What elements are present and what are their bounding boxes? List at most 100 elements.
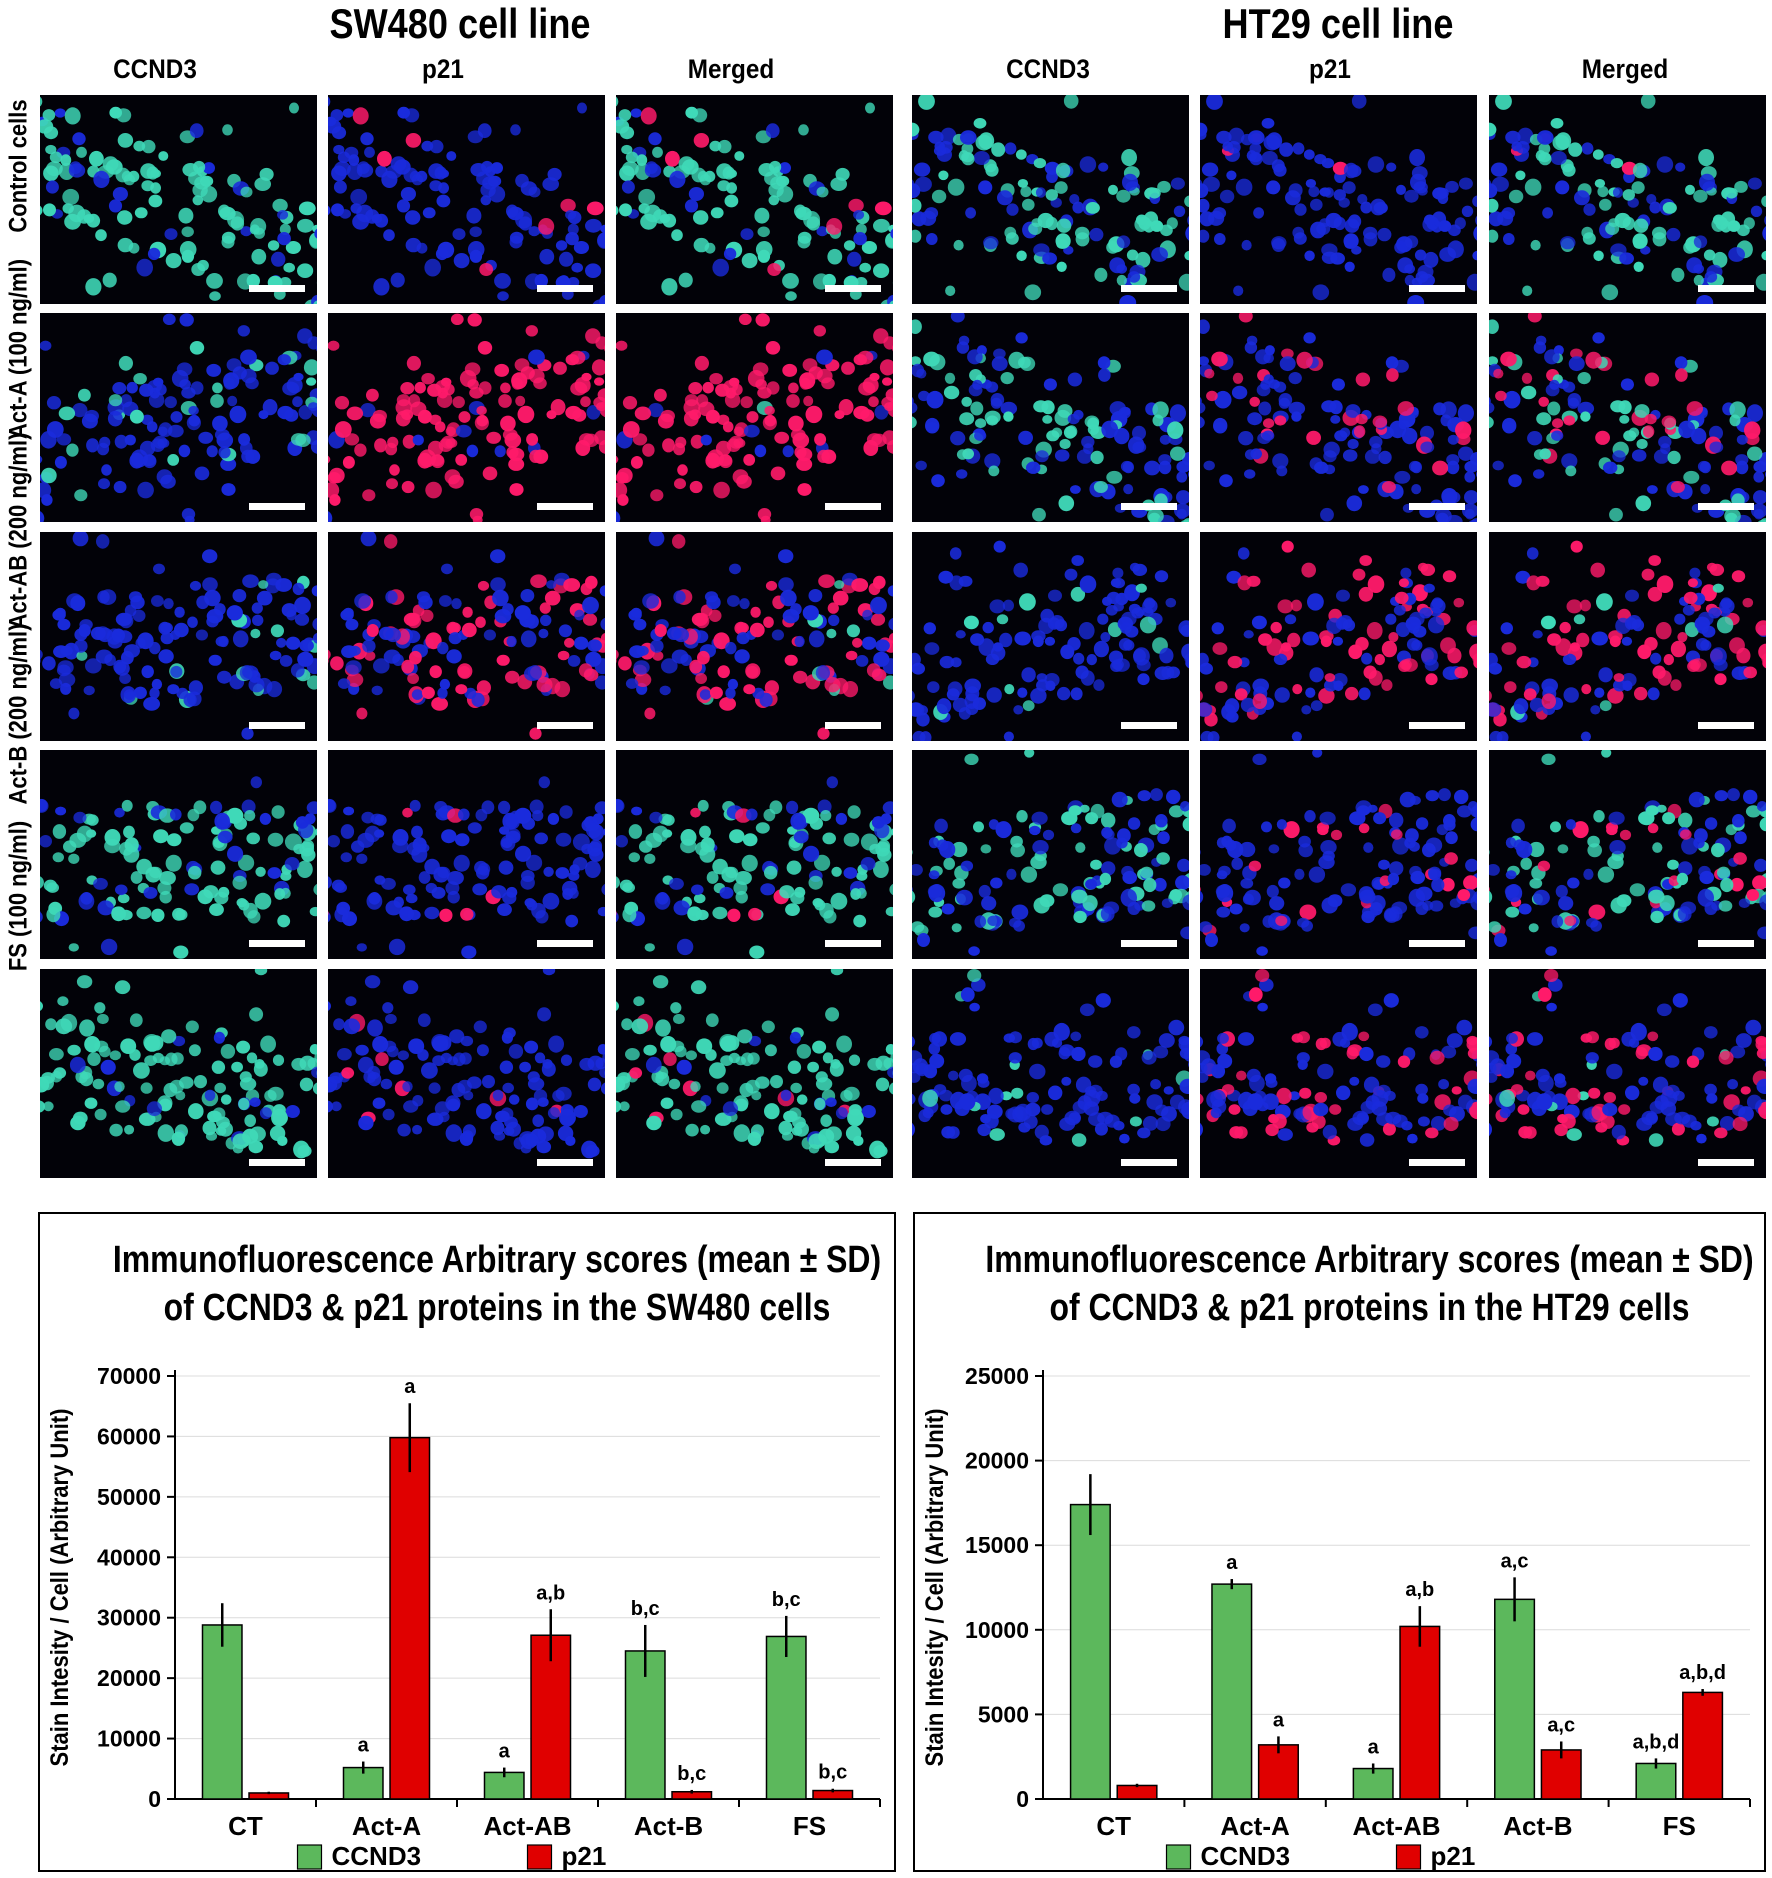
bar-p21 [1399, 1625, 1441, 1800]
cell-nucleus [55, 806, 67, 816]
cell-nucleus [328, 96, 331, 107]
cell-nucleus [991, 142, 1006, 157]
cell-nucleus [1016, 250, 1027, 262]
cell-nucleus [377, 150, 392, 167]
cell-nucleus [1494, 933, 1507, 947]
cell-nucleus [616, 96, 619, 107]
cell-nucleus [1735, 1033, 1752, 1048]
cell-nucleus [1704, 1026, 1718, 1039]
cell-nucleus [494, 273, 511, 289]
scale-bar [1409, 722, 1465, 729]
cell-nucleus [724, 194, 739, 208]
cell-nucleus [1309, 667, 1324, 683]
cell-nucleus [993, 540, 1006, 553]
cell-nucleus [729, 829, 745, 844]
cell-nucleus [356, 943, 367, 952]
cell-nucleus [418, 871, 431, 884]
cell-nucleus [778, 577, 794, 592]
cell-nucleus [1630, 1022, 1647, 1041]
cell-nucleus [824, 1140, 840, 1154]
cell-nucleus [678, 156, 695, 172]
scale-bar [1121, 285, 1177, 292]
cell-nucleus [1456, 805, 1472, 818]
cell-nucleus [873, 860, 889, 878]
cell-nucleus [1424, 659, 1439, 672]
cell-nucleus [490, 162, 503, 174]
cell-nucleus [1324, 673, 1336, 682]
cell-nucleus [983, 236, 999, 250]
cell-nucleus [532, 1114, 544, 1127]
cell-nucleus [1520, 857, 1532, 870]
cell-nucleus [1098, 162, 1109, 172]
cell-nucleus [1378, 450, 1392, 465]
cell-nucleus [496, 654, 510, 666]
cell-nucleus [148, 392, 165, 408]
cell-nucleus [1042, 252, 1057, 265]
cell-nucleus [1577, 372, 1591, 385]
cell-nucleus [1343, 233, 1359, 249]
cell-nucleus [1169, 889, 1183, 901]
sw480-micrograph-r5-merged [616, 969, 893, 1178]
cell-nucleus [297, 218, 314, 233]
cell-nucleus [1755, 620, 1766, 636]
cell-nucleus [814, 899, 826, 911]
cell-nucleus [950, 313, 965, 323]
cell-nucleus [524, 1040, 539, 1054]
cell-nucleus [525, 325, 538, 337]
cell-nucleus [1522, 285, 1533, 297]
cell-nucleus [1055, 233, 1071, 249]
cell-nucleus [428, 163, 445, 179]
cell-nucleus [328, 911, 331, 923]
cell-nucleus [1244, 469, 1256, 479]
cell-nucleus [245, 449, 261, 464]
cell-nucleus [693, 210, 709, 225]
cell-nucleus [1032, 840, 1049, 855]
cell-nucleus [1292, 142, 1305, 155]
cell-nucleus [128, 242, 140, 254]
legend-label-p21: p21 [562, 1841, 607, 1870]
bar-ccnd3 [765, 1635, 807, 1800]
cell-nucleus [684, 199, 699, 213]
cell-nucleus [723, 247, 737, 261]
cell-nucleus [312, 632, 317, 644]
cell-nucleus [1505, 837, 1517, 849]
cell-nucleus [793, 670, 808, 684]
cell-nucleus [1305, 179, 1317, 188]
cell-nucleus [1503, 390, 1521, 409]
cell-nucleus [1588, 904, 1606, 920]
cell-nucleus [918, 390, 930, 402]
cell-nucleus [936, 698, 952, 715]
cell-nucleus [1326, 617, 1342, 634]
cell-nucleus [924, 207, 939, 220]
cell-nucleus [366, 624, 379, 637]
cell-nucleus [1432, 460, 1449, 476]
cell-nucleus [958, 335, 970, 346]
cell-nucleus [1068, 805, 1082, 816]
cell-nucleus [1401, 658, 1418, 672]
cell-nucleus [179, 313, 194, 327]
cell-nucleus [875, 1055, 892, 1071]
cell-nucleus [1132, 441, 1147, 453]
cell-nucleus [1392, 1114, 1408, 1128]
cell-nucleus [1636, 438, 1648, 450]
cell-nucleus [1640, 95, 1656, 109]
cell-nucleus [1743, 789, 1758, 805]
cell-nucleus [1592, 149, 1604, 160]
cell-nucleus [828, 614, 840, 626]
cell-nucleus [1359, 1133, 1375, 1147]
cell-nucleus [633, 660, 650, 675]
cell-nucleus [1455, 421, 1472, 439]
cell-nucleus [816, 226, 828, 237]
cell-nucleus [572, 833, 590, 851]
cell-nucleus [1020, 186, 1032, 198]
cell-nucleus [334, 396, 350, 410]
cell-nucleus [1678, 420, 1696, 439]
cell-nucleus [497, 291, 509, 301]
cell-nucleus [1714, 1127, 1728, 1139]
cell-nucleus [825, 1126, 842, 1142]
cell-nucleus [1219, 189, 1235, 204]
cell-nucleus [499, 1060, 514, 1074]
cell-nucleus [586, 822, 602, 839]
cell-nucleus [360, 132, 374, 146]
cell-nucleus [1599, 198, 1612, 211]
